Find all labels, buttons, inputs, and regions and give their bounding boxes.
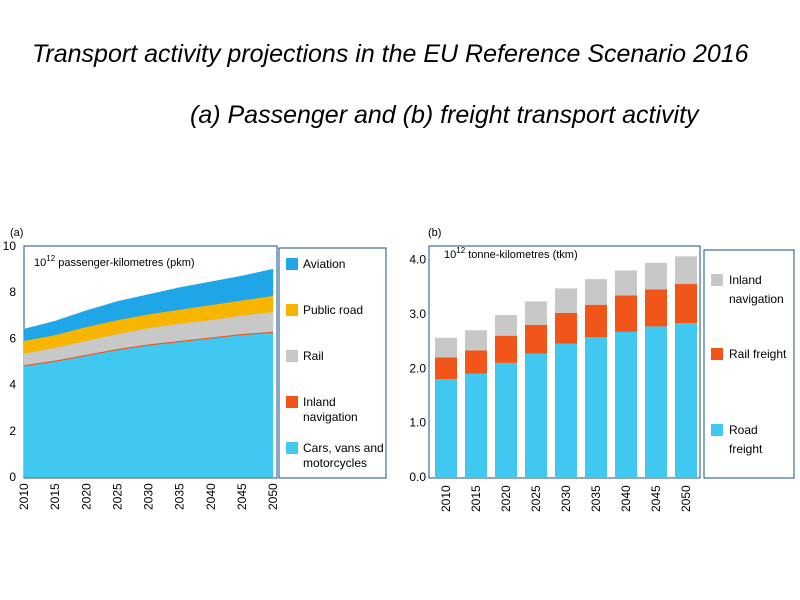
bar-inland-navigation-2045: [645, 262, 667, 290]
panel-a-x-tick-label: 2010: [17, 483, 31, 510]
legend-label-cars-vans-and-motorcycles: Cars, vans and motorcycles: [303, 441, 384, 470]
bar-rail-freight-2040: [615, 295, 637, 332]
panel-a-x-tick-label: 2030: [142, 483, 156, 510]
panel-b-x-tick-label: 2025: [529, 485, 543, 512]
bar-inland-navigation-2030: [555, 288, 577, 313]
panel-a-y-tick-label: 6: [9, 331, 16, 345]
bar-road-freight-2050: [675, 323, 697, 477]
panel-b-x-tick-label: 2040: [619, 485, 633, 512]
legend-label-aviation: Aviation: [303, 257, 345, 271]
panel-b-x-tick-label: 2010: [439, 485, 453, 512]
bar-rail-freight-2030: [555, 312, 577, 344]
bar-inland-navigation-2025: [525, 301, 547, 325]
bar-rail-freight-2010: [435, 357, 457, 380]
legend-swatch-rail: [286, 350, 298, 362]
panel-b-x-tick-label: 2030: [559, 485, 573, 512]
bar-road-freight-2025: [525, 353, 547, 477]
panel-b-unit-label: 1012 tonne-kilometres (tkm): [444, 246, 578, 261]
panel-a-x-tick-label: 2025: [110, 483, 124, 510]
bar-rail-freight-2020: [495, 335, 517, 363]
legend-label-rail-freight: Rail freight: [729, 347, 787, 361]
chart-title: Transport activity projections in the EU…: [32, 40, 749, 68]
bar-road-freight-2030: [555, 343, 577, 477]
panel-a-y-tick-label: 4: [9, 378, 16, 392]
bar-rail-freight-2050: [675, 284, 697, 324]
area-series-aviation: [23, 268, 274, 342]
legend-swatch-cars-vans-and-motorcycles: [286, 442, 298, 454]
bar-inland-navigation-2040: [615, 270, 637, 296]
legend-label-public-road: Public road: [303, 303, 363, 317]
panel-b-label: (b): [428, 227, 441, 239]
bar-road-freight-2045: [645, 326, 667, 477]
panel-a-x-tick-label: 2050: [266, 483, 280, 510]
bar-inland-navigation-2050: [675, 256, 697, 285]
legend-swatch-public-road: [286, 304, 298, 316]
bar-inland-navigation-2035: [585, 279, 607, 305]
panel-b-legend-frame: [703, 249, 795, 479]
bar-rail-freight-2045: [645, 289, 667, 327]
bar-road-freight-2035: [585, 337, 607, 477]
panel-a-x-tick-label: 2020: [79, 483, 93, 510]
bar-inland-navigation-2020: [495, 315, 517, 336]
bar-rail-freight-2025: [525, 324, 547, 354]
legend-swatch-aviation: [286, 258, 298, 270]
bar-road-freight-2015: [465, 373, 487, 477]
panel-a-x-tick-label: 2035: [173, 483, 187, 510]
legend-swatch-inland-navigation: [711, 274, 723, 286]
legend-label-rail: Rail: [303, 349, 324, 363]
legend-label-road-freight: Road freight: [729, 423, 763, 456]
bar-road-freight-2020: [495, 362, 517, 477]
panel-b-x-tick-label: 2050: [679, 485, 693, 512]
panel-a-unit-label: 1012 passenger-kilometres (pkm): [34, 254, 195, 269]
panel-a-x-tick-label: 2040: [204, 483, 218, 510]
panel-b-y-tick-label: 1.0: [409, 416, 426, 430]
panel-a-y-tick-label: 2: [9, 424, 16, 438]
panel-a-y-tick-label: 0: [9, 470, 16, 484]
panel-b-y-tick-label: 4.0: [409, 253, 426, 267]
bar-road-freight-2010: [435, 379, 457, 477]
legend-swatch-road-freight: [711, 424, 723, 436]
panel-a-y-tick-label: 8: [9, 285, 16, 299]
panel-b-y-tick-label: 3.0: [409, 307, 426, 321]
bar-inland-navigation-2015: [465, 330, 487, 351]
panel-a-x-tick-label: 2045: [235, 483, 249, 510]
legend-swatch-rail-freight: [711, 348, 723, 360]
panel-b-plot-frame: [428, 245, 701, 479]
chart-subtitle: (a) Passenger and (b) freight transport …: [190, 101, 699, 129]
legend-label-inland-navigation: Inland navigation: [729, 273, 784, 306]
bar-inland-navigation-2010: [435, 337, 457, 358]
panel-a-x-tick-label: 2015: [48, 483, 62, 510]
legend-swatch-inland-navigation: [286, 396, 298, 408]
panel-b-y-tick-label: 0.0: [409, 470, 426, 484]
legend-label-inland-navigation: Inland navigation: [303, 395, 358, 424]
panel-a-legend-frame: [278, 247, 387, 479]
panel-b-x-tick-label: 2045: [649, 485, 663, 512]
panel-b-x-tick-label: 2035: [589, 485, 603, 512]
bar-road-freight-2040: [615, 331, 637, 477]
bar-rail-freight-2015: [465, 350, 487, 374]
panel-a-y-tick-label: 10: [3, 239, 17, 253]
panel-a-label: (a): [10, 227, 23, 239]
panel-b-x-tick-label: 2020: [499, 485, 513, 512]
bar-rail-freight-2035: [585, 304, 607, 338]
panel-b-x-tick-label: 2015: [469, 485, 483, 512]
panel-b-y-tick-label: 2.0: [409, 361, 426, 375]
